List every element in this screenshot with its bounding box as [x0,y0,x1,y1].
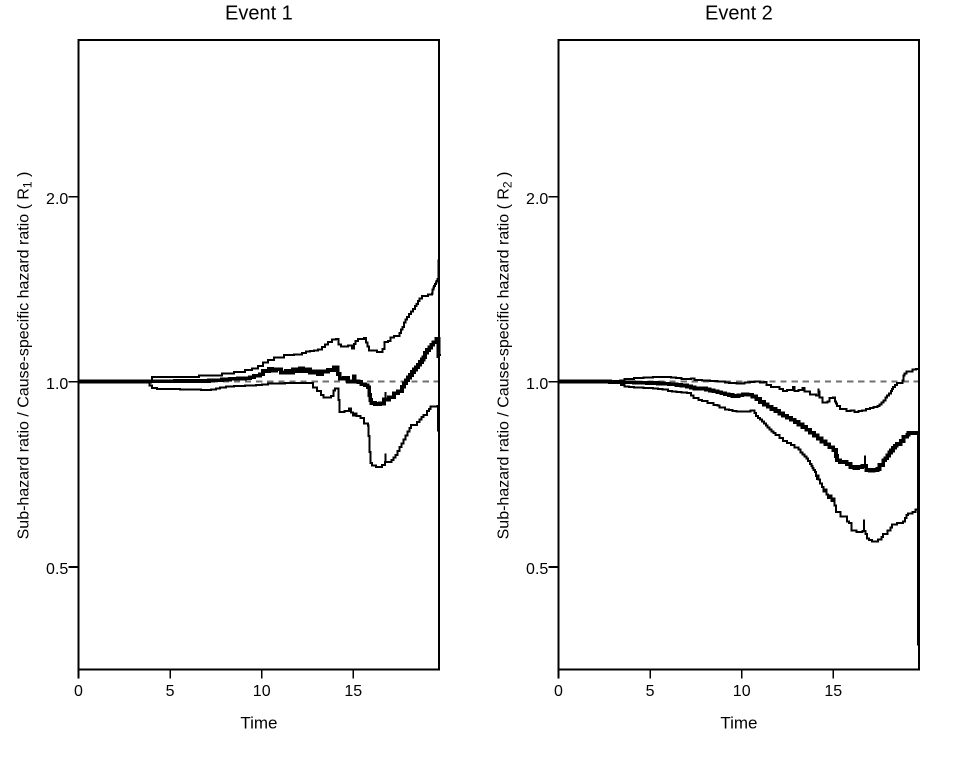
svg-text:10: 10 [733,683,751,700]
svg-text:0.5: 0.5 [526,561,548,578]
svg-text:1.0: 1.0 [46,376,68,393]
svg-text:Time: Time [720,714,757,733]
svg-text:10: 10 [253,683,271,700]
svg-text:Time: Time [240,714,277,733]
svg-text:2.0: 2.0 [526,191,548,208]
svg-text:1.0: 1.0 [526,376,548,393]
svg-text:0: 0 [554,683,563,700]
svg-text:5: 5 [646,683,655,700]
svg-text:5: 5 [166,683,175,700]
svg-text:Sub-hazard ratio / Cause-speci: Sub-hazard ratio / Cause-specific hazard… [496,172,515,540]
svg-text:2.0: 2.0 [46,191,68,208]
svg-text:Sub-hazard ratio / Cause-speci: Sub-hazard ratio / Cause-specific hazard… [16,172,35,540]
svg-text:0.5: 0.5 [46,561,68,578]
svg-text:15: 15 [344,683,362,700]
svg-text:Event 2: Event 2 [705,2,773,24]
svg-text:0: 0 [74,683,83,700]
svg-text:15: 15 [824,683,842,700]
svg-text:Event 1: Event 1 [225,2,293,24]
